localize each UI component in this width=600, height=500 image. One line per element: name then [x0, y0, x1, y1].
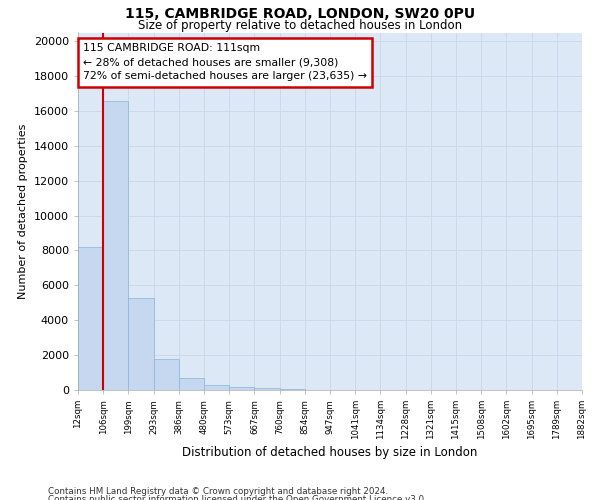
Text: 115 CAMBRIDGE ROAD: 111sqm
← 28% of detached houses are smaller (9,308)
72% of s: 115 CAMBRIDGE ROAD: 111sqm ← 28% of deta…	[83, 43, 367, 81]
Bar	[103, 100, 128, 390]
Bar	[78, 247, 103, 390]
Bar	[280, 389, 305, 390]
Text: 115, CAMBRIDGE ROAD, LONDON, SW20 0PU: 115, CAMBRIDGE ROAD, LONDON, SW20 0PU	[125, 8, 475, 22]
X-axis label: Distribution of detached houses by size in London: Distribution of detached houses by size …	[182, 446, 478, 460]
Bar	[128, 298, 154, 390]
Bar	[254, 388, 280, 390]
Bar	[154, 358, 179, 390]
Text: Contains public sector information licensed under the Open Government Licence v3: Contains public sector information licen…	[48, 495, 427, 500]
Y-axis label: Number of detached properties: Number of detached properties	[18, 124, 28, 299]
Text: Contains HM Land Registry data © Crown copyright and database right 2024.: Contains HM Land Registry data © Crown c…	[48, 488, 388, 496]
Bar	[229, 387, 254, 390]
Text: Size of property relative to detached houses in London: Size of property relative to detached ho…	[138, 19, 462, 32]
Bar	[204, 385, 229, 390]
Bar	[179, 378, 204, 390]
